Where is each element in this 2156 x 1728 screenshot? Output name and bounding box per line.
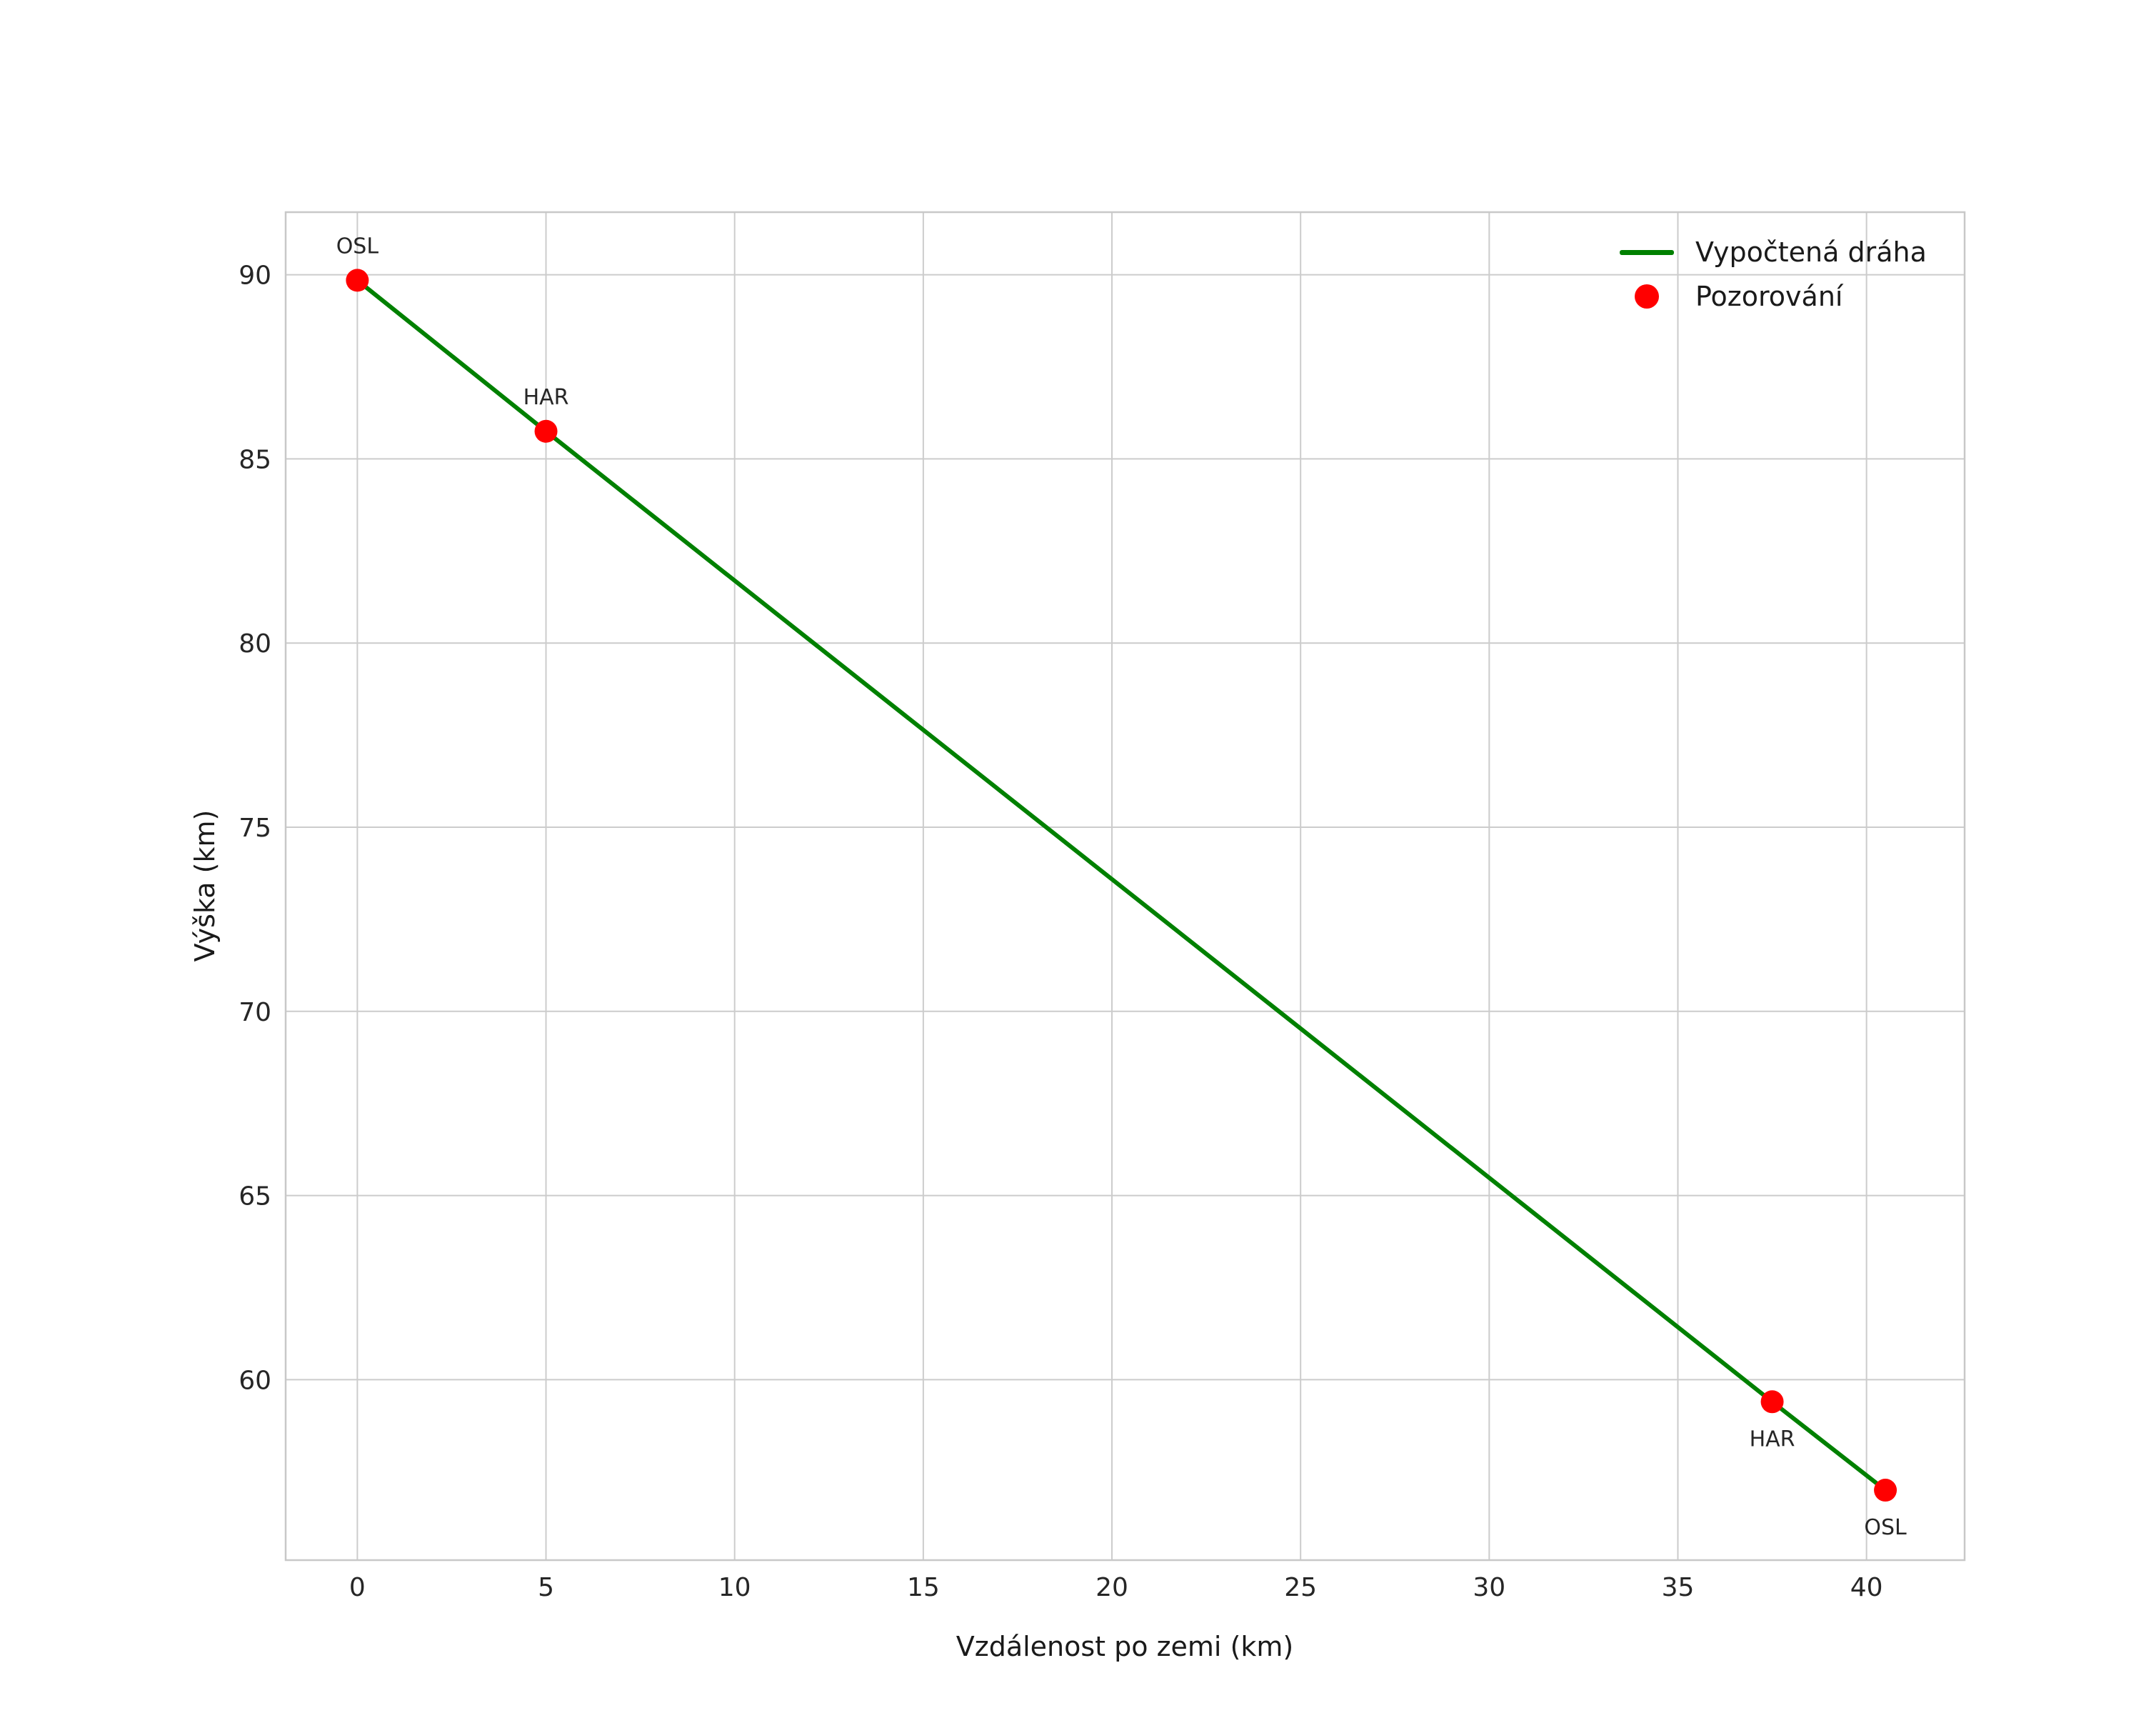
y-tick-label: 90 <box>239 261 271 291</box>
x-tick-label: 30 <box>1473 1573 1505 1602</box>
legend-item-trajectory: Vypočtená dráha <box>1620 230 1927 274</box>
x-axis-label: Vzdálenost po zemi (km) <box>956 1631 1294 1662</box>
frame-layer <box>284 211 1966 1562</box>
x-tick-label: 0 <box>349 1573 366 1602</box>
x-tick-label: 25 <box>1284 1573 1317 1602</box>
point-label: OSL <box>336 234 379 259</box>
observation-point <box>346 269 369 292</box>
annotation-layer: OSL HAR HAR OSL <box>336 234 1907 1540</box>
point-label: HAR <box>1750 1427 1795 1452</box>
y-tick-label: 60 <box>239 1366 271 1395</box>
legend-item-observations: Pozorování <box>1620 274 1927 319</box>
x-tick-label: 5 <box>538 1573 554 1602</box>
y-tick-label: 85 <box>239 445 271 474</box>
x-tick-label: 20 <box>1095 1573 1128 1602</box>
x-tick-label: 10 <box>718 1573 751 1602</box>
y-tick-label: 70 <box>239 998 271 1027</box>
grid-layer <box>286 212 1965 1560</box>
x-tick-label: 15 <box>907 1573 940 1602</box>
x-tick-label: 40 <box>1850 1573 1883 1602</box>
point-label: HAR <box>523 385 569 410</box>
legend-label-trajectory: Vypočtená dráha <box>1695 236 1927 268</box>
legend: Vypočtená dráha Pozorování <box>1620 230 1927 319</box>
y-tick-label: 65 <box>239 1182 271 1212</box>
y-axis-label: Výška (km) <box>189 810 221 962</box>
plot-frame <box>284 211 1966 1562</box>
point-label: OSL <box>1864 1515 1907 1540</box>
legend-label-observations: Pozorování <box>1695 281 1843 312</box>
line-swatch-icon <box>1620 249 1674 255</box>
observation-point <box>1874 1479 1897 1502</box>
observation-point <box>534 419 558 443</box>
trajectory-line <box>355 278 1888 1493</box>
y-tick-label: 80 <box>239 629 271 659</box>
legend-swatch-box <box>1620 249 1674 255</box>
y-tick-label: 75 <box>239 814 271 843</box>
x-tick-label: 35 <box>1662 1573 1695 1602</box>
legend-swatch-box <box>1620 284 1674 309</box>
observation-point <box>1760 1390 1784 1414</box>
series-layer <box>346 269 1897 1502</box>
dot-swatch-icon <box>1635 284 1659 309</box>
tick-layer: 0 5 10 15 20 25 30 35 40 60 65 70 75 80 85 90 <box>239 261 1882 1602</box>
